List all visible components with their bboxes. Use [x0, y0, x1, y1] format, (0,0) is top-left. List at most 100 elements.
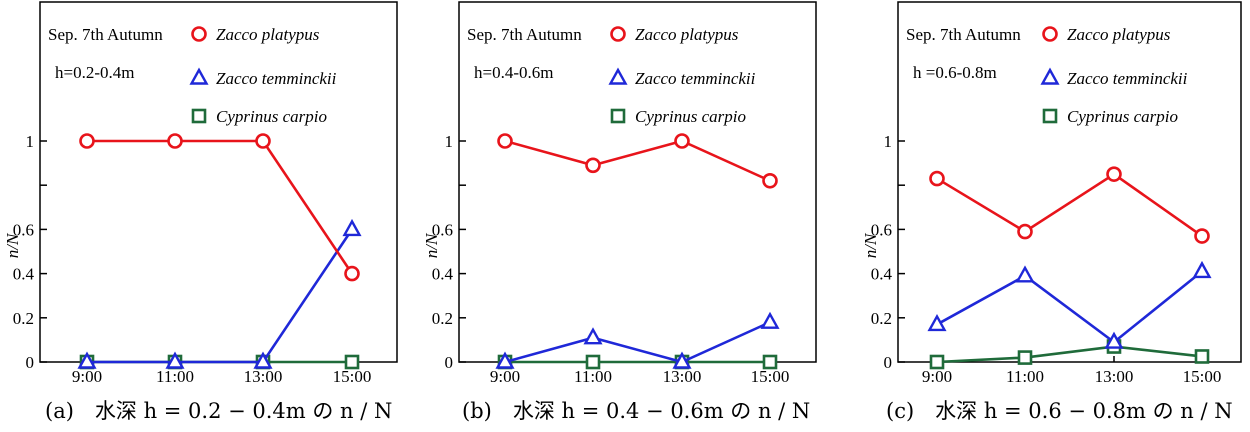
y-axis-label: n/N: [422, 232, 441, 258]
data-point: [672, 351, 692, 369]
x-tick-label: 15:00: [751, 367, 790, 386]
legend-label: Zacco temminckii: [635, 69, 756, 88]
legend-label: Zacco platypus: [635, 25, 739, 44]
data-point: [77, 351, 97, 369]
y-axis-label: n/N: [3, 232, 22, 258]
annotation-date: Sep. 7th Autumn: [467, 25, 582, 44]
legend-label: Zacco platypus: [1067, 25, 1171, 44]
data-point: [1015, 265, 1035, 283]
data-point: [1106, 166, 1122, 182]
legend-label: Zacco temminckii: [1067, 69, 1188, 88]
series-line: [936, 172, 1203, 238]
y-tick-label: 0: [884, 353, 893, 372]
x-tick-label: 13:00: [663, 367, 702, 386]
legend-marker: [191, 26, 207, 42]
annotation-depth: h =0.6-0.8m: [913, 63, 997, 82]
series-line: [504, 321, 771, 364]
data-point: [167, 133, 183, 149]
data-point: [929, 354, 945, 370]
legend-marker: [189, 67, 209, 85]
y-tick-label: 1: [445, 132, 454, 151]
y-tick-label: 0.4: [13, 265, 35, 284]
y-tick-label: 0: [445, 353, 454, 372]
x-tick-label: 15:00: [1183, 367, 1222, 386]
annotation-depth: h=0.2-0.4m: [55, 63, 134, 82]
legend-marker: [1042, 108, 1058, 124]
legend-label: Zacco temminckii: [216, 69, 337, 88]
y-tick-label: 1: [884, 132, 893, 151]
data-point: [583, 327, 603, 345]
legend-marker: [1040, 67, 1060, 85]
x-tick-label: 11:00: [156, 367, 194, 386]
annotation-depth: h=0.4-0.6m: [474, 63, 553, 82]
y-tick-label: 0.6: [13, 220, 34, 239]
plot-frame: [39, 1, 398, 363]
annotation-date: Sep. 7th Autumn: [48, 25, 163, 44]
chart-panel: 0 0.2 0.4 0.6 1 9:00 11:00 13:00 15:00 n/N Sep. 7t…: [422, 1, 817, 423]
y-tick-label: 0.2: [13, 309, 34, 328]
chart-panel: 0 0.2 0.4 0.6 1 9:00 11:00 13:00 15:00 n/N Sep. 7t…: [3, 1, 398, 423]
data-point: [253, 351, 273, 369]
x-tick-label: 9:00: [922, 367, 952, 386]
y-tick-label: 0.6: [432, 220, 453, 239]
legend-marker: [610, 26, 626, 42]
legend-marker: [610, 108, 626, 124]
x-tick-label: 9:00: [490, 367, 520, 386]
figure-caption: (c) 水深 h = 0.6 − 0.8m の n / N: [886, 399, 1233, 423]
series-line: [87, 139, 354, 275]
legend-marker: [608, 67, 628, 85]
data-point: [927, 313, 947, 332]
data-point: [674, 133, 690, 149]
data-point: [1194, 349, 1210, 364]
annotation-date: Sep. 7th Autumn: [906, 25, 1021, 44]
y-tick-label: 0.6: [871, 220, 892, 239]
data-point: [342, 218, 362, 237]
legend-label: Cyprinus carpio: [216, 107, 327, 126]
data-point: [497, 133, 513, 149]
y-tick-label: 0.2: [871, 309, 892, 328]
data-point: [1192, 260, 1212, 279]
x-tick-label: 13:00: [244, 367, 283, 386]
data-point: [495, 351, 515, 369]
data-point: [165, 351, 185, 369]
y-tick-label: 0.4: [871, 265, 893, 284]
data-point: [1194, 228, 1210, 244]
data-point: [585, 354, 601, 370]
y-tick-label: 0.2: [432, 309, 453, 328]
x-tick-label: 15:00: [333, 367, 372, 386]
legend-label: Zacco platypus: [216, 25, 320, 44]
figure-caption: (b) 水深 h = 0.4 − 0.6m の n / N: [462, 399, 810, 423]
x-tick-label: 11:00: [574, 367, 612, 386]
data-point: [585, 157, 601, 174]
plot-frame: [897, 1, 1242, 363]
data-point: [760, 311, 780, 329]
legend-marker: [191, 108, 207, 124]
series-line: [504, 139, 771, 182]
y-tick-label: 1: [26, 132, 35, 151]
legend-marker: [1042, 26, 1058, 42]
data-point: [1017, 223, 1033, 240]
data-point: [79, 133, 95, 149]
data-point: [762, 172, 778, 189]
legend-label: Cyprinus carpio: [635, 107, 746, 126]
y-tick-label: 0: [26, 353, 35, 372]
y-axis-label: n/N: [861, 232, 880, 258]
series-line: [87, 228, 354, 364]
x-tick-label: 11:00: [1006, 367, 1044, 386]
x-tick-label: 9:00: [72, 367, 102, 386]
data-point: [255, 133, 271, 149]
figure-caption: (a) 水深 h = 0.2 − 0.4m の n / N: [45, 399, 392, 423]
series-line: [936, 345, 1203, 364]
data-point: [929, 170, 945, 187]
data-point: [762, 354, 778, 370]
data-point: [1104, 331, 1124, 349]
data-point: [1017, 350, 1033, 365]
y-tick-label: 0.4: [432, 265, 454, 284]
data-point: [344, 354, 360, 370]
x-tick-label: 13:00: [1095, 367, 1134, 386]
chart-panel: 0 0.2 0.4 0.6 1 9:00 11:00 13:00 15:00 n/N Sep. 7t…: [861, 1, 1242, 423]
legend-label: Cyprinus carpio: [1067, 107, 1178, 126]
data-point: [344, 265, 360, 282]
series-line: [936, 270, 1203, 344]
